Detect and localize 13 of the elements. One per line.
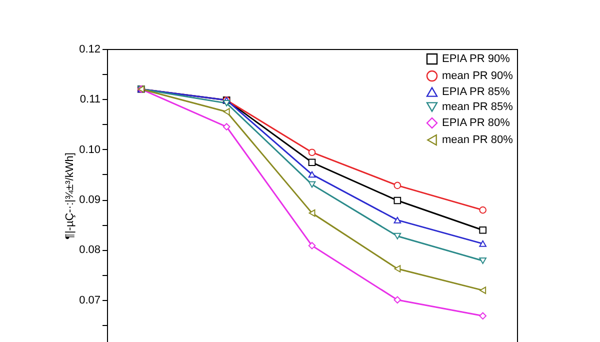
y-tick-label: 0.07 xyxy=(79,294,100,306)
y-tick-label: 0.12 xyxy=(79,44,100,56)
legend-label: EPIA PR 80% xyxy=(442,117,510,129)
legend-label: EPIA PR 85% xyxy=(442,86,510,98)
legend-label: mean PR 90% xyxy=(442,70,514,82)
legend-label: mean PR 80% xyxy=(442,134,514,146)
y-axis-title: ¶|-µÇ-·:|¾±³/kWh] xyxy=(64,152,76,240)
y-tick-label: 0.11 xyxy=(80,94,100,106)
y-tick-label: 0.08 xyxy=(79,244,100,256)
legend-label: mean PR 85% xyxy=(442,101,514,113)
y-tick-label: 0.09 xyxy=(79,194,100,206)
legend-label: EPIA PR 90% xyxy=(442,53,510,65)
y-tick-label: 0.10 xyxy=(79,144,100,156)
